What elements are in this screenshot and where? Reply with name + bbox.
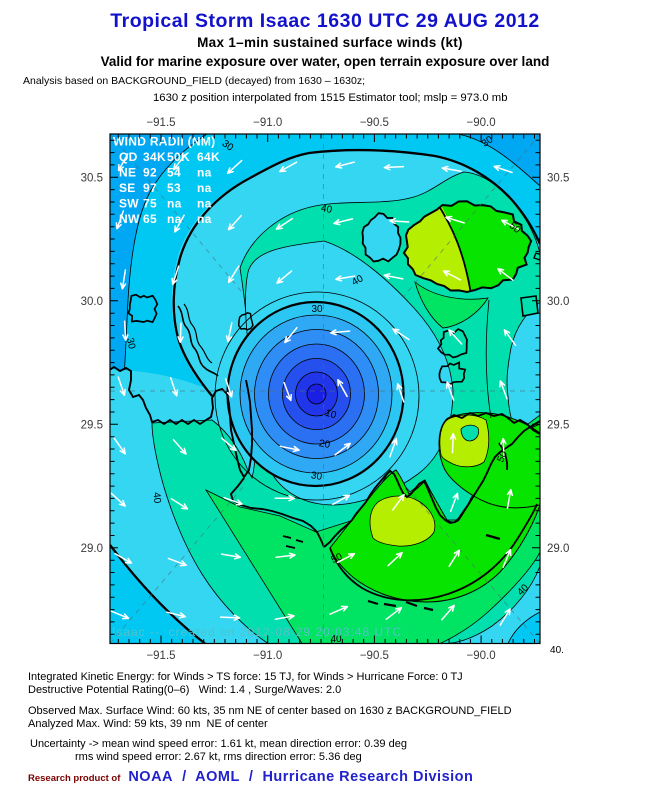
svg-text:29.5: 29.5 — [81, 419, 103, 431]
svg-text:40: 40 — [151, 492, 163, 504]
svg-text:30: 30 — [310, 470, 323, 483]
svg-text:−91.0: −91.0 — [253, 117, 282, 129]
svg-text:50: 50 — [330, 551, 345, 566]
svg-text:−91.5: −91.5 — [146, 650, 175, 662]
svg-text:−90.5: −90.5 — [360, 650, 389, 662]
svg-text:30: 30 — [124, 337, 137, 351]
svg-text:20: 20 — [318, 438, 331, 451]
svg-text:−90.0: −90.0 — [467, 650, 496, 662]
svg-text:Isaac -- created on 2012-08-2: Isaac -- created on 2012-08-29 20:03:48 … — [112, 625, 402, 639]
svg-text:40: 40 — [320, 203, 333, 216]
svg-text:29.0: 29.0 — [547, 543, 569, 555]
svg-text:−90.5: −90.5 — [360, 117, 389, 129]
svg-text:50: 50 — [495, 449, 510, 464]
svg-text:30: 30 — [311, 304, 323, 315]
svg-text:30.0: 30.0 — [81, 296, 103, 308]
svg-text:−90.0: −90.0 — [467, 117, 496, 129]
svg-text:−91.0: −91.0 — [253, 650, 282, 662]
svg-text:40: 40 — [350, 273, 366, 288]
svg-text:30.0: 30.0 — [547, 296, 569, 308]
svg-text:10: 10 — [324, 408, 338, 422]
svg-text:30.5: 30.5 — [547, 172, 569, 184]
svg-text:29.5: 29.5 — [547, 419, 569, 431]
svg-text:−91.5: −91.5 — [146, 117, 175, 129]
svg-text:29.0: 29.0 — [81, 543, 103, 555]
svg-text:WIND RADII (NM): WIND RADII (NM) — [113, 135, 215, 149]
svg-text:40: 40 — [330, 634, 342, 645]
svg-text:40.: 40. — [550, 645, 564, 656]
svg-text:30.5: 30.5 — [81, 172, 103, 184]
